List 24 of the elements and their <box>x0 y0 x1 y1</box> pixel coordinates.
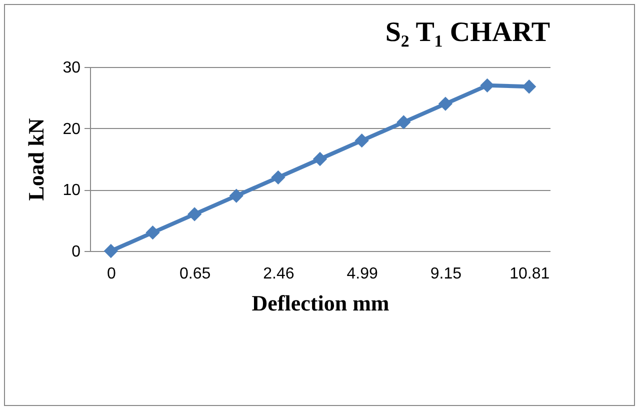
y-tick-label: 20 <box>62 120 81 138</box>
y-tick-label: 0 <box>72 244 81 260</box>
point <box>104 244 118 258</box>
point <box>312 152 328 166</box>
y-tick-label: 30 <box>62 60 81 76</box>
x-tick-label: 0 <box>106 266 116 282</box>
point <box>396 115 411 130</box>
point <box>187 207 202 222</box>
x-axis-title: Deflection mm <box>252 290 390 316</box>
point <box>229 188 244 203</box>
point <box>271 170 286 184</box>
chart-title: S₂ T₁ CHART <box>385 17 550 48</box>
point <box>146 226 160 240</box>
point <box>522 80 536 94</box>
point <box>354 134 369 148</box>
x-tick-label: 10.81 <box>510 266 550 282</box>
x-tick-label: 9.15 <box>430 266 462 282</box>
y-tick-label: 10 <box>62 182 81 200</box>
x-tick-label: 2.46 <box>263 266 294 282</box>
x-tick-label: 4.99 <box>346 266 378 282</box>
point <box>480 78 494 92</box>
x-tick-label: 0.65 <box>179 266 211 282</box>
point <box>438 96 453 111</box>
y-axis-title: Load kN <box>24 118 49 201</box>
